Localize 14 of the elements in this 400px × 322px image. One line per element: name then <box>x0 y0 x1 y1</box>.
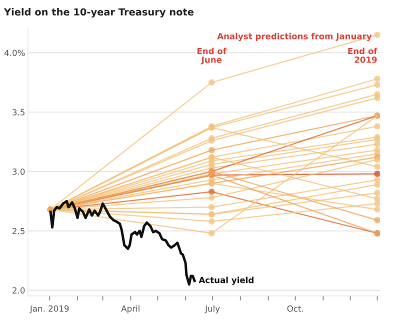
annotation: End of 2019 <box>348 48 378 63</box>
y-tick-label: 4.0% <box>4 50 25 56</box>
y-tick-label: 3.0 <box>12 168 25 175</box>
x-tick-label: April <box>121 305 140 314</box>
chart-title: Yield on the 10-year Treasury note <box>4 8 194 18</box>
annotation: Actual yield <box>198 276 254 285</box>
x-tick-label: July <box>204 305 220 314</box>
y-tick-label: 2.0 <box>12 287 25 294</box>
x-tick-label: Oct. <box>287 305 304 312</box>
annotation: End of June <box>197 48 227 64</box>
y-tick-label: 2.5 <box>12 228 24 234</box>
x-tick-label: Jan. 2019 <box>30 305 69 314</box>
annotation: Analyst predictions from January <box>217 32 372 42</box>
y-tick-label: 3.5 <box>12 109 24 116</box>
